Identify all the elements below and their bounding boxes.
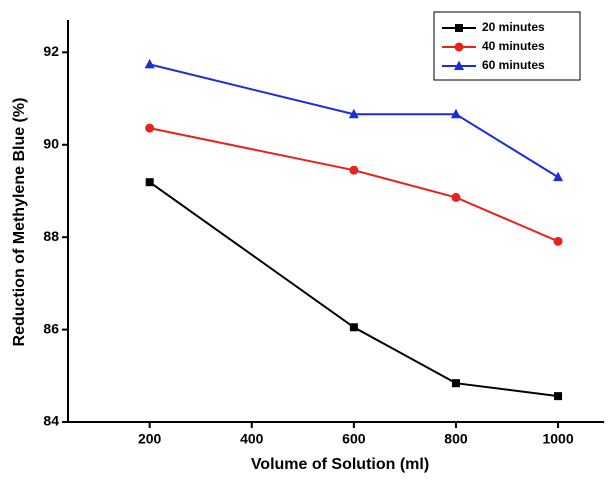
y-tick-label: 88 xyxy=(43,228,59,244)
series-line xyxy=(149,63,559,178)
marker xyxy=(145,123,155,133)
x-tick-label: 200 xyxy=(138,431,162,447)
legend-label: 40 minutes xyxy=(482,39,545,53)
marker xyxy=(348,108,359,119)
y-tick-label: 92 xyxy=(43,43,59,59)
x-tick-label: 1000 xyxy=(542,431,573,447)
marker xyxy=(451,379,460,388)
marker xyxy=(454,60,464,70)
marker xyxy=(145,178,154,187)
series-line xyxy=(149,127,559,243)
x-tick-label: 600 xyxy=(342,431,366,447)
x-tick-label: 800 xyxy=(444,431,468,447)
y-tick-label: 90 xyxy=(43,135,59,151)
marker xyxy=(450,108,461,119)
marker xyxy=(349,323,358,332)
legend-label: 20 minutes xyxy=(482,20,545,34)
marker xyxy=(455,24,463,32)
marker xyxy=(349,165,359,175)
marker xyxy=(554,392,563,401)
marker xyxy=(553,171,564,182)
x-axis-label: Volume of Solution (ml) xyxy=(251,456,429,473)
marker xyxy=(454,42,464,52)
marker xyxy=(553,236,563,246)
y-tick-label: 84 xyxy=(43,413,59,429)
y-axis-label: Reduction of Methylene Blue (%) xyxy=(11,98,28,347)
x-tick-label: 400 xyxy=(240,431,264,447)
legend-label: 60 minutes xyxy=(482,58,545,72)
marker xyxy=(144,58,155,69)
y-tick-label: 86 xyxy=(43,320,59,336)
series-line xyxy=(149,181,559,398)
marker xyxy=(451,192,461,202)
